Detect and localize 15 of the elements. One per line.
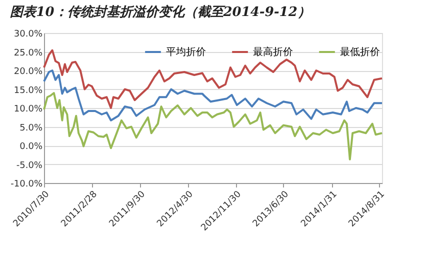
y-tick-label: 0.0% xyxy=(20,142,43,152)
y-tick-label: 25.0% xyxy=(14,48,43,58)
line-series xyxy=(43,70,383,122)
y-tick-label: -10.0% xyxy=(10,180,43,190)
y-tick-label: 5.0% xyxy=(20,123,43,134)
y-tick-label: 30.0% xyxy=(14,30,43,40)
y-tick-label: 20.0% xyxy=(14,67,43,77)
y-tick-label: 15.0% xyxy=(14,86,43,96)
legend-label: 最低折价 xyxy=(340,46,380,58)
line-series xyxy=(43,92,383,160)
legend-label: 最高折价 xyxy=(253,46,293,58)
chart-title: 图表10：传统封基折溢价变化（截至2014-9-12） xyxy=(10,4,310,20)
y-tick-label: -5.0% xyxy=(16,160,43,171)
y-tick-label: 10.0% xyxy=(14,104,43,114)
legend-label: 平均折价 xyxy=(166,46,206,58)
